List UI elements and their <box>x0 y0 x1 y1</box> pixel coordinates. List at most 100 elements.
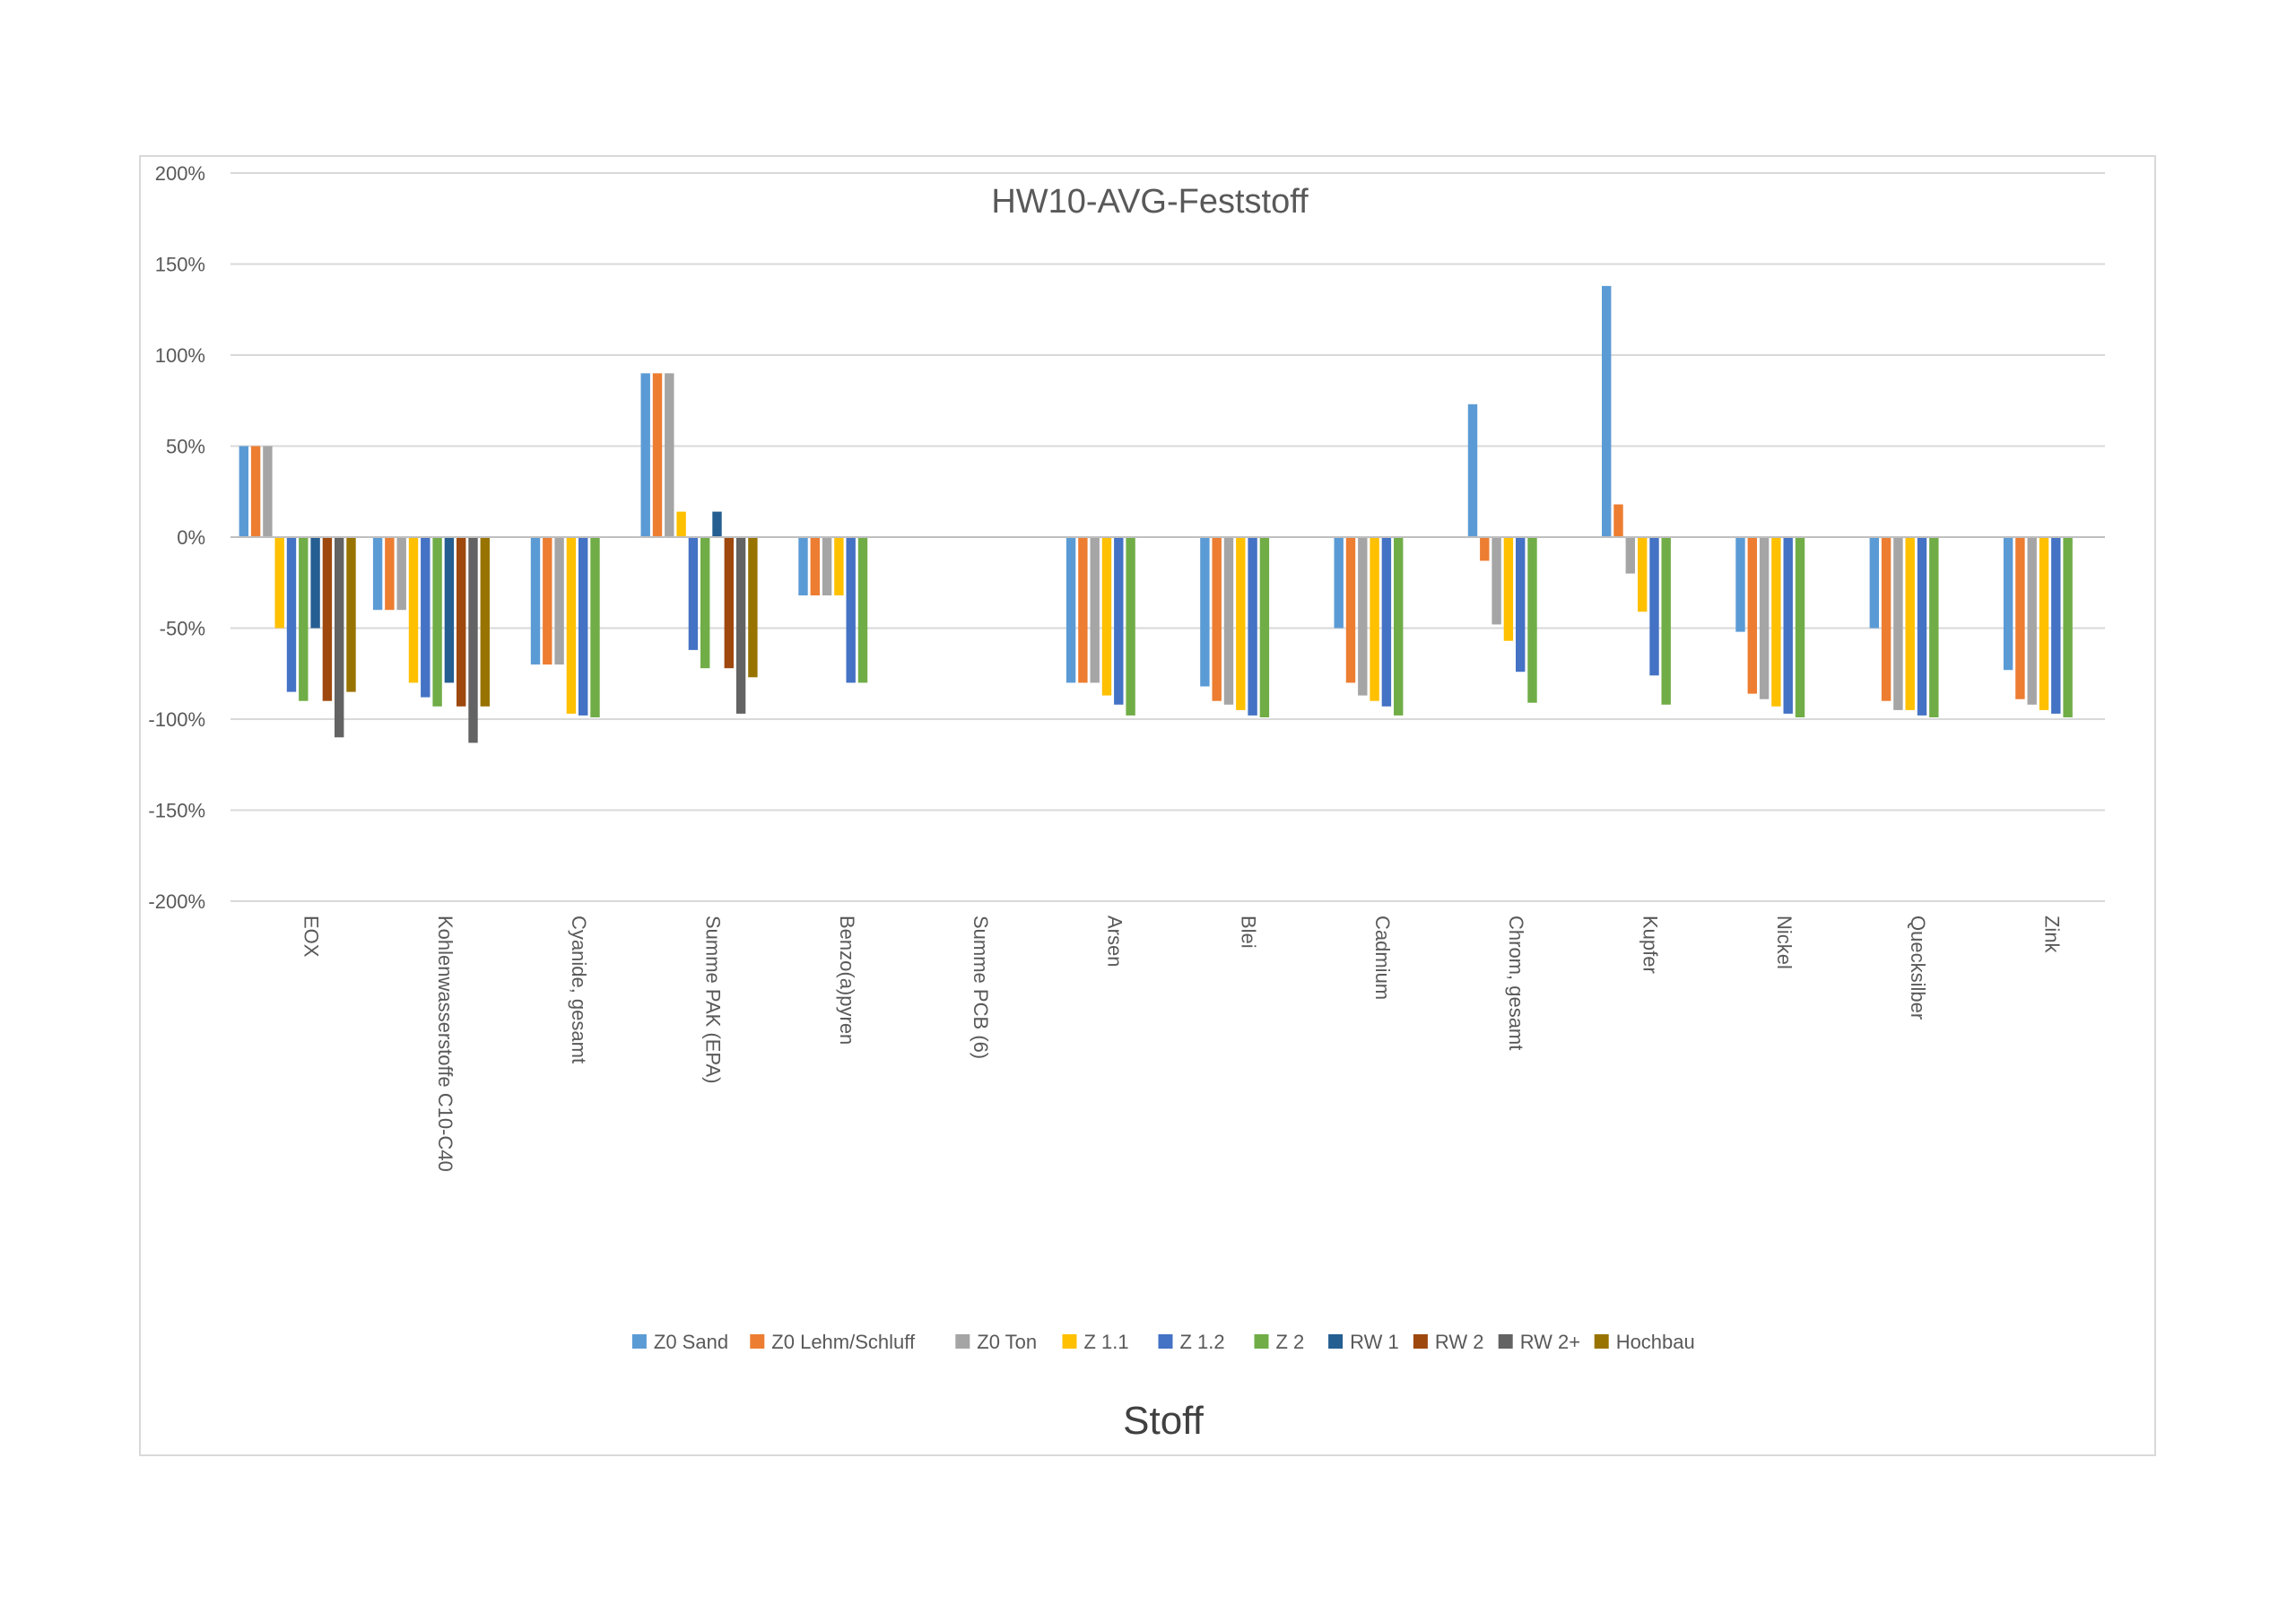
bar <box>712 511 722 537</box>
legend-swatch <box>1498 1334 1513 1349</box>
bar <box>322 537 333 701</box>
bar <box>346 537 356 692</box>
bar <box>735 537 746 714</box>
bar <box>1905 537 1915 710</box>
legend-label: RW 2 <box>1435 1331 1484 1353</box>
bar <box>566 537 577 714</box>
bar <box>263 446 273 537</box>
y-tick-label: 150% <box>155 254 205 276</box>
bar <box>1625 537 1635 574</box>
bar <box>1759 537 1770 699</box>
bar <box>543 537 552 665</box>
bar <box>1869 537 1879 629</box>
bar <box>408 537 419 683</box>
bar <box>700 537 710 669</box>
bar <box>1065 537 1076 683</box>
bar <box>1735 537 1745 632</box>
y-tick-label: 100% <box>155 344 205 367</box>
legend: Z0 Sand Z0 Lehm/Schluff Z0 Ton Z 1.1 Z 1.2 Z … <box>631 1331 1695 1353</box>
bar <box>724 537 734 669</box>
bar <box>1492 537 1501 625</box>
bar <box>530 537 541 665</box>
legend-swatch <box>955 1334 970 1349</box>
category-label: Kohlenwasserstoffe C10-C40 <box>434 916 457 1172</box>
bar <box>1661 537 1671 705</box>
legend-swatch <box>1328 1334 1344 1349</box>
chart-title: HW10-AVG-Feststoff <box>991 183 1309 221</box>
legend-swatch <box>1413 1334 1428 1349</box>
legend-swatch <box>1254 1334 1269 1349</box>
legend-label: Hochbau <box>1616 1331 1695 1353</box>
bar <box>274 537 284 629</box>
bar <box>1212 537 1222 701</box>
bar <box>1126 537 1135 716</box>
bar <box>1783 537 1793 714</box>
bar <box>665 373 674 537</box>
bar <box>676 511 686 537</box>
bar <box>1381 537 1392 707</box>
bar <box>421 537 430 698</box>
legend-swatch <box>1062 1334 1077 1349</box>
bar <box>822 537 832 595</box>
bar <box>396 537 406 611</box>
bar <box>1236 537 1246 710</box>
bar <box>1747 537 1757 694</box>
bar <box>834 537 844 595</box>
bar <box>1649 537 1659 676</box>
bar <box>554 537 564 665</box>
legend-label: Z0 Sand <box>654 1331 728 1353</box>
bar <box>1358 537 1368 696</box>
bar <box>2051 537 2061 714</box>
bar <box>1516 537 1526 673</box>
bar <box>798 537 808 595</box>
bar <box>1114 537 1124 705</box>
bar <box>457 537 466 707</box>
bar <box>286 537 297 692</box>
bar <box>335 537 344 738</box>
bar <box>250 446 261 537</box>
bar <box>468 537 478 743</box>
legend-label: Z 2 <box>1276 1331 1305 1353</box>
x-axis-title: Stoff <box>1123 1399 1204 1443</box>
bar <box>578 537 588 716</box>
bar <box>432 537 442 707</box>
y-tick-label: 50% <box>166 436 205 458</box>
bar <box>1078 537 1088 683</box>
bar <box>857 537 868 683</box>
bar <box>1881 537 1892 701</box>
bar <box>299 537 309 701</box>
bar <box>1200 537 1210 687</box>
chart-area: 200% 150% 100% 50% 0% -50% -100% -150% -200% EOX… <box>139 155 2156 1456</box>
legend-swatch <box>750 1334 765 1349</box>
bar <box>1345 537 1356 683</box>
y-tick-label: -100% <box>148 708 205 731</box>
bar <box>748 537 758 678</box>
y-tick-label: -200% <box>148 890 205 913</box>
category-label: Blei <box>1238 916 1260 949</box>
bar <box>444 537 455 683</box>
bar <box>1101 537 1112 696</box>
bar <box>1638 537 1648 612</box>
bar <box>2027 537 2037 705</box>
bar <box>239 446 248 537</box>
bar <box>640 373 650 537</box>
bar <box>1527 537 1537 703</box>
legend-swatch <box>631 1334 647 1349</box>
bar-chart: 200% 150% 100% 50% 0% -50% -100% -150% -200% EOX… <box>148 162 2105 1443</box>
y-axis-ticks: 200% 150% 100% 50% 0% -50% -100% -150% -200% <box>148 162 205 913</box>
y-tick-label: -150% <box>148 800 205 822</box>
legend-label: Z 1.1 <box>1084 1331 1129 1353</box>
legend-swatch <box>1594 1334 1609 1349</box>
category-label: Summe PAK (EPA) <box>702 916 725 1083</box>
bar <box>385 537 395 611</box>
legend-label: Z0 Ton <box>977 1331 1037 1353</box>
category-label: Zink <box>2040 916 2063 954</box>
category-label: Arsen <box>1103 916 1126 967</box>
bar <box>480 537 490 707</box>
bar <box>1223 537 1234 705</box>
bar <box>2063 537 2073 717</box>
bar <box>1795 537 1805 717</box>
bar <box>1893 537 1903 710</box>
legend-label: RW 1 <box>1350 1331 1399 1353</box>
x-axis-categories: EOX Kohlenwasserstoffe C10-C40 Cyanide, ge… <box>300 916 2064 1172</box>
